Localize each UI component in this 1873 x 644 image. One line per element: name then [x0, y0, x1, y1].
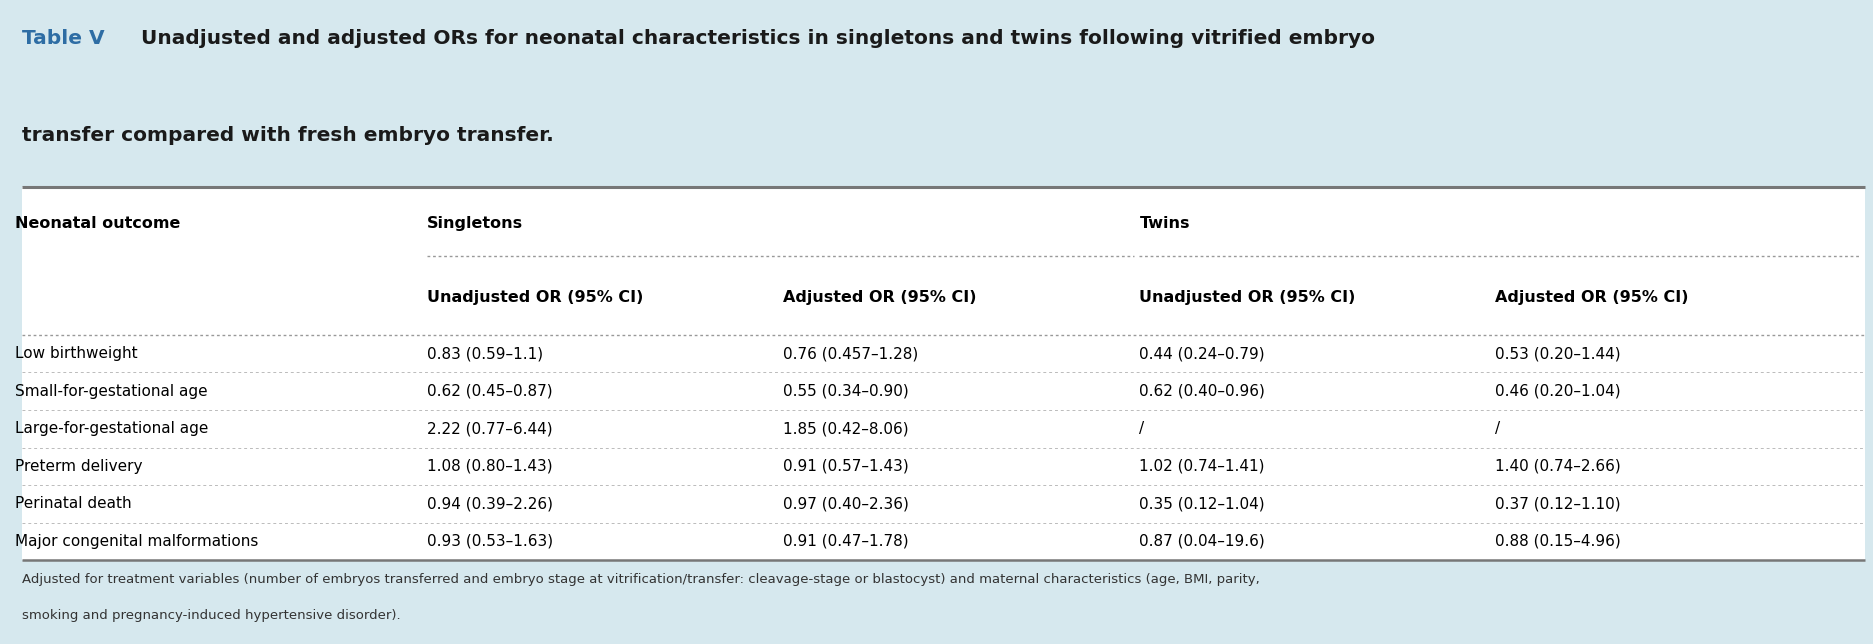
Text: Adjusted for treatment variables (number of embryos transferred and embryo stage: Adjusted for treatment variables (number…: [22, 573, 1259, 586]
Text: Table V: Table V: [22, 29, 105, 48]
Text: 0.76 (0.457–1.28): 0.76 (0.457–1.28): [783, 346, 918, 361]
Text: Perinatal death: Perinatal death: [15, 497, 131, 511]
Text: Twins: Twins: [1139, 216, 1189, 231]
Text: 0.88 (0.15–4.96): 0.88 (0.15–4.96): [1495, 534, 1620, 549]
Text: 0.83 (0.59–1.1): 0.83 (0.59–1.1): [427, 346, 543, 361]
Text: 0.62 (0.40–0.96): 0.62 (0.40–0.96): [1139, 384, 1264, 399]
Text: 1.40 (0.74–2.66): 1.40 (0.74–2.66): [1495, 459, 1620, 474]
Text: 0.62 (0.45–0.87): 0.62 (0.45–0.87): [427, 384, 553, 399]
Text: Large-for-gestational age: Large-for-gestational age: [15, 421, 208, 436]
Text: 0.55 (0.34–0.90): 0.55 (0.34–0.90): [783, 384, 908, 399]
Text: Unadjusted OR (95% CI): Unadjusted OR (95% CI): [427, 290, 642, 305]
Text: 2.22 (0.77–6.44): 2.22 (0.77–6.44): [427, 421, 553, 436]
Text: /: /: [1139, 421, 1144, 436]
Text: Unadjusted and adjusted ORs for neonatal characteristics in singletons and twins: Unadjusted and adjusted ORs for neonatal…: [140, 29, 1373, 48]
Text: 0.53 (0.20–1.44): 0.53 (0.20–1.44): [1495, 346, 1620, 361]
Text: 0.44 (0.24–0.79): 0.44 (0.24–0.79): [1139, 346, 1264, 361]
Text: Low birthweight: Low birthweight: [15, 346, 137, 361]
Text: 1.85 (0.42–8.06): 1.85 (0.42–8.06): [783, 421, 908, 436]
Text: 1.08 (0.80–1.43): 1.08 (0.80–1.43): [427, 459, 553, 474]
Text: Major congenital malformations: Major congenital malformations: [15, 534, 258, 549]
Text: 0.94 (0.39–2.26): 0.94 (0.39–2.26): [427, 497, 553, 511]
Text: 0.46 (0.20–1.04): 0.46 (0.20–1.04): [1495, 384, 1620, 399]
FancyBboxPatch shape: [22, 187, 1864, 560]
Text: 0.37 (0.12–1.10): 0.37 (0.12–1.10): [1495, 497, 1620, 511]
Text: 0.87 (0.04–19.6): 0.87 (0.04–19.6): [1139, 534, 1264, 549]
Text: Adjusted OR (95% CI): Adjusted OR (95% CI): [783, 290, 976, 305]
Text: Singletons: Singletons: [427, 216, 523, 231]
Text: 0.93 (0.53–1.63): 0.93 (0.53–1.63): [427, 534, 553, 549]
Text: transfer compared with fresh embryo transfer.: transfer compared with fresh embryo tran…: [22, 126, 554, 145]
Text: Adjusted OR (95% CI): Adjusted OR (95% CI): [1495, 290, 1688, 305]
Text: smoking and pregnancy-induced hypertensive disorder).: smoking and pregnancy-induced hypertensi…: [22, 609, 401, 621]
Text: 0.91 (0.47–1.78): 0.91 (0.47–1.78): [783, 534, 908, 549]
Text: 1.02 (0.74–1.41): 1.02 (0.74–1.41): [1139, 459, 1264, 474]
Text: Neonatal outcome: Neonatal outcome: [15, 216, 180, 231]
Text: 0.97 (0.40–2.36): 0.97 (0.40–2.36): [783, 497, 908, 511]
Text: /: /: [1495, 421, 1500, 436]
Text: Unadjusted OR (95% CI): Unadjusted OR (95% CI): [1139, 290, 1354, 305]
Text: 0.91 (0.57–1.43): 0.91 (0.57–1.43): [783, 459, 908, 474]
Text: Small-for-gestational age: Small-for-gestational age: [15, 384, 208, 399]
Text: 0.35 (0.12–1.04): 0.35 (0.12–1.04): [1139, 497, 1264, 511]
Text: Preterm delivery: Preterm delivery: [15, 459, 142, 474]
